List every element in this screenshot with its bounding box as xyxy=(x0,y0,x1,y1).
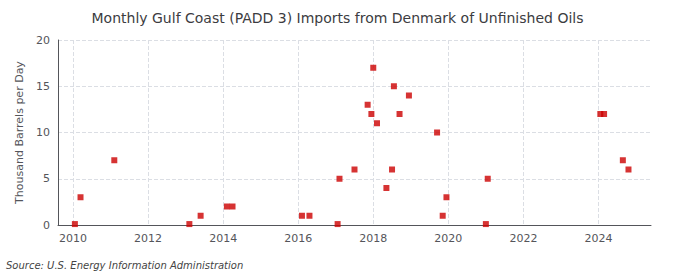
svg-text:2018: 2018 xyxy=(359,232,387,245)
svg-text:2010: 2010 xyxy=(59,232,87,245)
svg-text:0: 0 xyxy=(43,219,50,232)
svg-text:Thousand Barrels per Day: Thousand Barrels per Day xyxy=(13,61,26,205)
svg-text:2022: 2022 xyxy=(509,232,537,245)
svg-text:20: 20 xyxy=(36,34,50,47)
svg-text:Monthly Gulf Coast (PADD 3) Im: Monthly Gulf Coast (PADD 3) Imports from… xyxy=(92,10,584,26)
svg-text:2014: 2014 xyxy=(209,232,237,245)
svg-text:2012: 2012 xyxy=(134,232,162,245)
svg-text:Source: U.S. Energy Informatio: Source: U.S. Energy Information Administ… xyxy=(6,260,243,271)
svg-text:15: 15 xyxy=(36,80,50,93)
svg-text:2016: 2016 xyxy=(284,232,312,245)
svg-text:5: 5 xyxy=(43,172,50,185)
svg-text:2024: 2024 xyxy=(584,232,612,245)
svg-text:2020: 2020 xyxy=(434,232,462,245)
svg-text:10: 10 xyxy=(36,126,50,139)
